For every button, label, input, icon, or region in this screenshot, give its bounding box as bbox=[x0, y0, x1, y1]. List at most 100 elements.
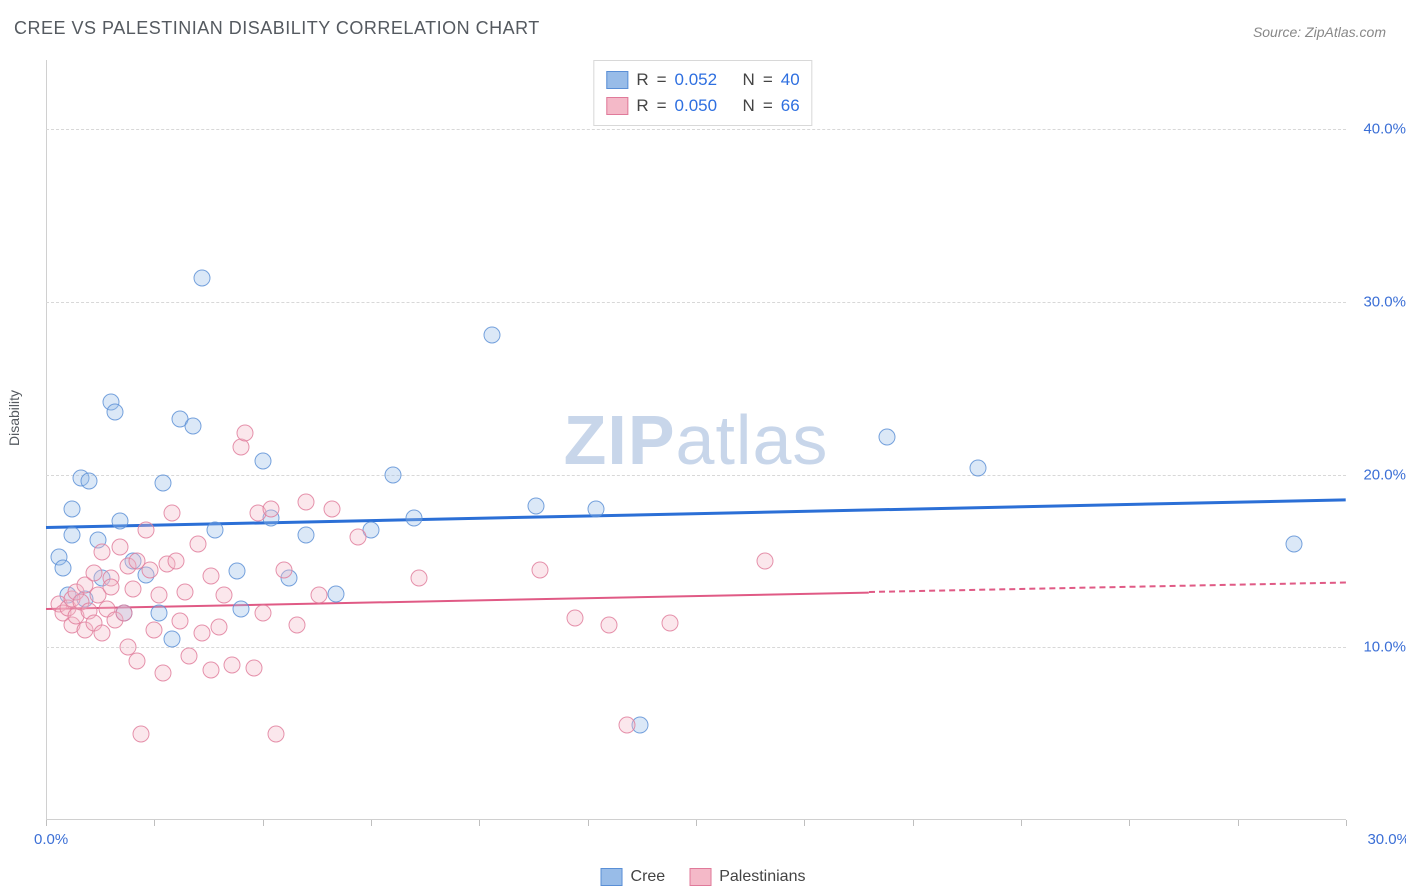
x-tick bbox=[263, 820, 264, 826]
data-point bbox=[103, 578, 120, 595]
legend-r-label: R bbox=[636, 67, 648, 93]
legend-item-palestinians: Palestinians bbox=[689, 868, 805, 886]
data-point bbox=[601, 616, 618, 633]
data-point bbox=[94, 625, 111, 642]
legend-r-value: 0.050 bbox=[675, 93, 718, 119]
data-point bbox=[107, 404, 124, 421]
legend-n-label: N bbox=[743, 67, 755, 93]
legend-n-label: N bbox=[743, 93, 755, 119]
data-point bbox=[484, 326, 501, 343]
data-point bbox=[168, 552, 185, 569]
data-point bbox=[350, 528, 367, 545]
data-point bbox=[406, 509, 423, 526]
legend-n-value: 40 bbox=[781, 67, 800, 93]
data-point bbox=[64, 527, 81, 544]
data-point bbox=[81, 473, 98, 490]
data-point bbox=[228, 563, 245, 580]
data-point bbox=[324, 501, 341, 518]
legend-eq: = bbox=[763, 67, 773, 93]
source-attribution: Source: ZipAtlas.com bbox=[1253, 24, 1386, 40]
data-point bbox=[194, 269, 211, 286]
gridline bbox=[46, 302, 1346, 303]
x-tick bbox=[371, 820, 372, 826]
data-point bbox=[662, 615, 679, 632]
data-point bbox=[163, 504, 180, 521]
y-tick-label: 40.0% bbox=[1346, 121, 1406, 138]
data-point bbox=[237, 425, 254, 442]
data-point bbox=[384, 466, 401, 483]
x-tick-label-min: 0.0% bbox=[34, 831, 68, 848]
legend-label: Palestinians bbox=[719, 868, 805, 886]
data-point bbox=[155, 475, 172, 492]
y-axis-label: Disability bbox=[6, 390, 22, 446]
y-tick-label: 30.0% bbox=[1346, 293, 1406, 310]
data-point bbox=[64, 501, 81, 518]
data-point bbox=[150, 587, 167, 604]
legend-r-value: 0.052 bbox=[675, 67, 718, 93]
legend-eq: = bbox=[657, 67, 667, 93]
y-axis-line bbox=[46, 60, 47, 820]
data-point bbox=[588, 501, 605, 518]
data-point bbox=[211, 618, 228, 635]
x-tick bbox=[696, 820, 697, 826]
legend-item-cree: Cree bbox=[601, 868, 666, 886]
x-tick bbox=[479, 820, 480, 826]
data-point bbox=[194, 625, 211, 642]
x-tick bbox=[154, 820, 155, 826]
data-point bbox=[202, 568, 219, 585]
x-tick bbox=[1238, 820, 1239, 826]
legend-eq: = bbox=[657, 93, 667, 119]
legend-swatch-palestinians bbox=[606, 97, 628, 115]
correlation-legend: R = 0.052 N = 40 R = 0.050 N = 66 bbox=[593, 60, 812, 126]
data-point bbox=[263, 501, 280, 518]
data-point bbox=[254, 452, 271, 469]
data-point bbox=[111, 513, 128, 530]
legend-swatch-cree bbox=[606, 71, 628, 89]
data-point bbox=[85, 565, 102, 582]
legend-r-label: R bbox=[636, 93, 648, 119]
data-point bbox=[969, 459, 986, 476]
data-point bbox=[276, 561, 293, 578]
data-point bbox=[566, 609, 583, 626]
y-tick-label: 10.0% bbox=[1346, 639, 1406, 656]
data-point bbox=[111, 539, 128, 556]
data-point bbox=[142, 561, 159, 578]
legend-label: Cree bbox=[631, 868, 666, 886]
x-tick bbox=[1129, 820, 1130, 826]
data-point bbox=[410, 570, 427, 587]
data-point bbox=[181, 647, 198, 664]
data-point bbox=[185, 418, 202, 435]
x-tick bbox=[46, 820, 47, 826]
data-point bbox=[133, 725, 150, 742]
series-legend: Cree Palestinians bbox=[601, 868, 806, 886]
data-point bbox=[202, 661, 219, 678]
watermark-zip: ZIP bbox=[564, 401, 676, 479]
data-point bbox=[150, 604, 167, 621]
trendline bbox=[46, 499, 1346, 530]
x-tick bbox=[804, 820, 805, 826]
legend-row-cree: R = 0.052 N = 40 bbox=[606, 67, 799, 93]
legend-n-value: 66 bbox=[781, 93, 800, 119]
x-tick-label-max: 30.0% bbox=[1350, 831, 1406, 848]
y-tick-label: 20.0% bbox=[1346, 466, 1406, 483]
data-point bbox=[163, 630, 180, 647]
watermark: ZIPatlas bbox=[564, 400, 829, 480]
data-point bbox=[311, 587, 328, 604]
data-point bbox=[146, 622, 163, 639]
trendline-dash bbox=[869, 582, 1346, 593]
legend-row-palestinians: R = 0.050 N = 66 bbox=[606, 93, 799, 119]
trendline bbox=[46, 591, 869, 609]
data-point bbox=[618, 717, 635, 734]
data-point bbox=[233, 601, 250, 618]
data-point bbox=[289, 616, 306, 633]
x-tick bbox=[1346, 820, 1347, 826]
data-point bbox=[224, 656, 241, 673]
data-point bbox=[246, 660, 263, 677]
x-tick bbox=[588, 820, 589, 826]
data-point bbox=[267, 725, 284, 742]
data-point bbox=[298, 494, 315, 511]
data-point bbox=[254, 604, 271, 621]
gridline bbox=[46, 129, 1346, 130]
data-point bbox=[757, 552, 774, 569]
data-point bbox=[189, 535, 206, 552]
